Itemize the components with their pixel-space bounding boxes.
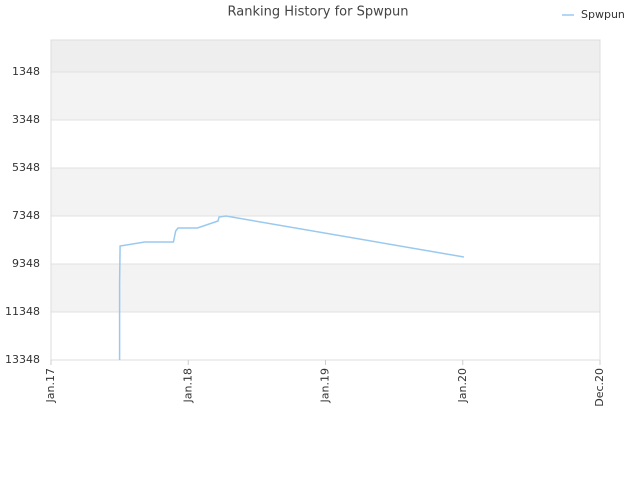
- y-tick-label: 7348: [12, 209, 40, 222]
- y-tick-label: 3348: [12, 113, 40, 126]
- x-tick-label: Jan.20: [456, 368, 469, 403]
- grid-band: [51, 311, 600, 360]
- chart-title: Ranking History for Spwpun: [228, 5, 409, 20]
- x-tick-label: Jan.18: [181, 368, 194, 403]
- grid-band: [51, 167, 600, 216]
- y-tick-label: 1348: [12, 65, 40, 78]
- grid-band: [51, 119, 600, 168]
- y-tick-label: 13348: [5, 353, 40, 366]
- x-tick-label: Dec.20: [593, 368, 606, 407]
- grid-band: [51, 263, 600, 312]
- grid-band: [51, 40, 600, 72]
- y-tick-label: 5348: [12, 161, 40, 174]
- y-tick-label: 11348: [5, 305, 40, 318]
- legend-label: Spwpun: [581, 8, 625, 21]
- series-line: [118, 215, 465, 360]
- x-tick-label: Jan.17: [44, 368, 57, 403]
- y-tick-label: 9348: [12, 257, 40, 270]
- x-tick-label: Jan.19: [319, 368, 332, 403]
- grid-band: [51, 215, 600, 264]
- grid-band: [51, 71, 600, 120]
